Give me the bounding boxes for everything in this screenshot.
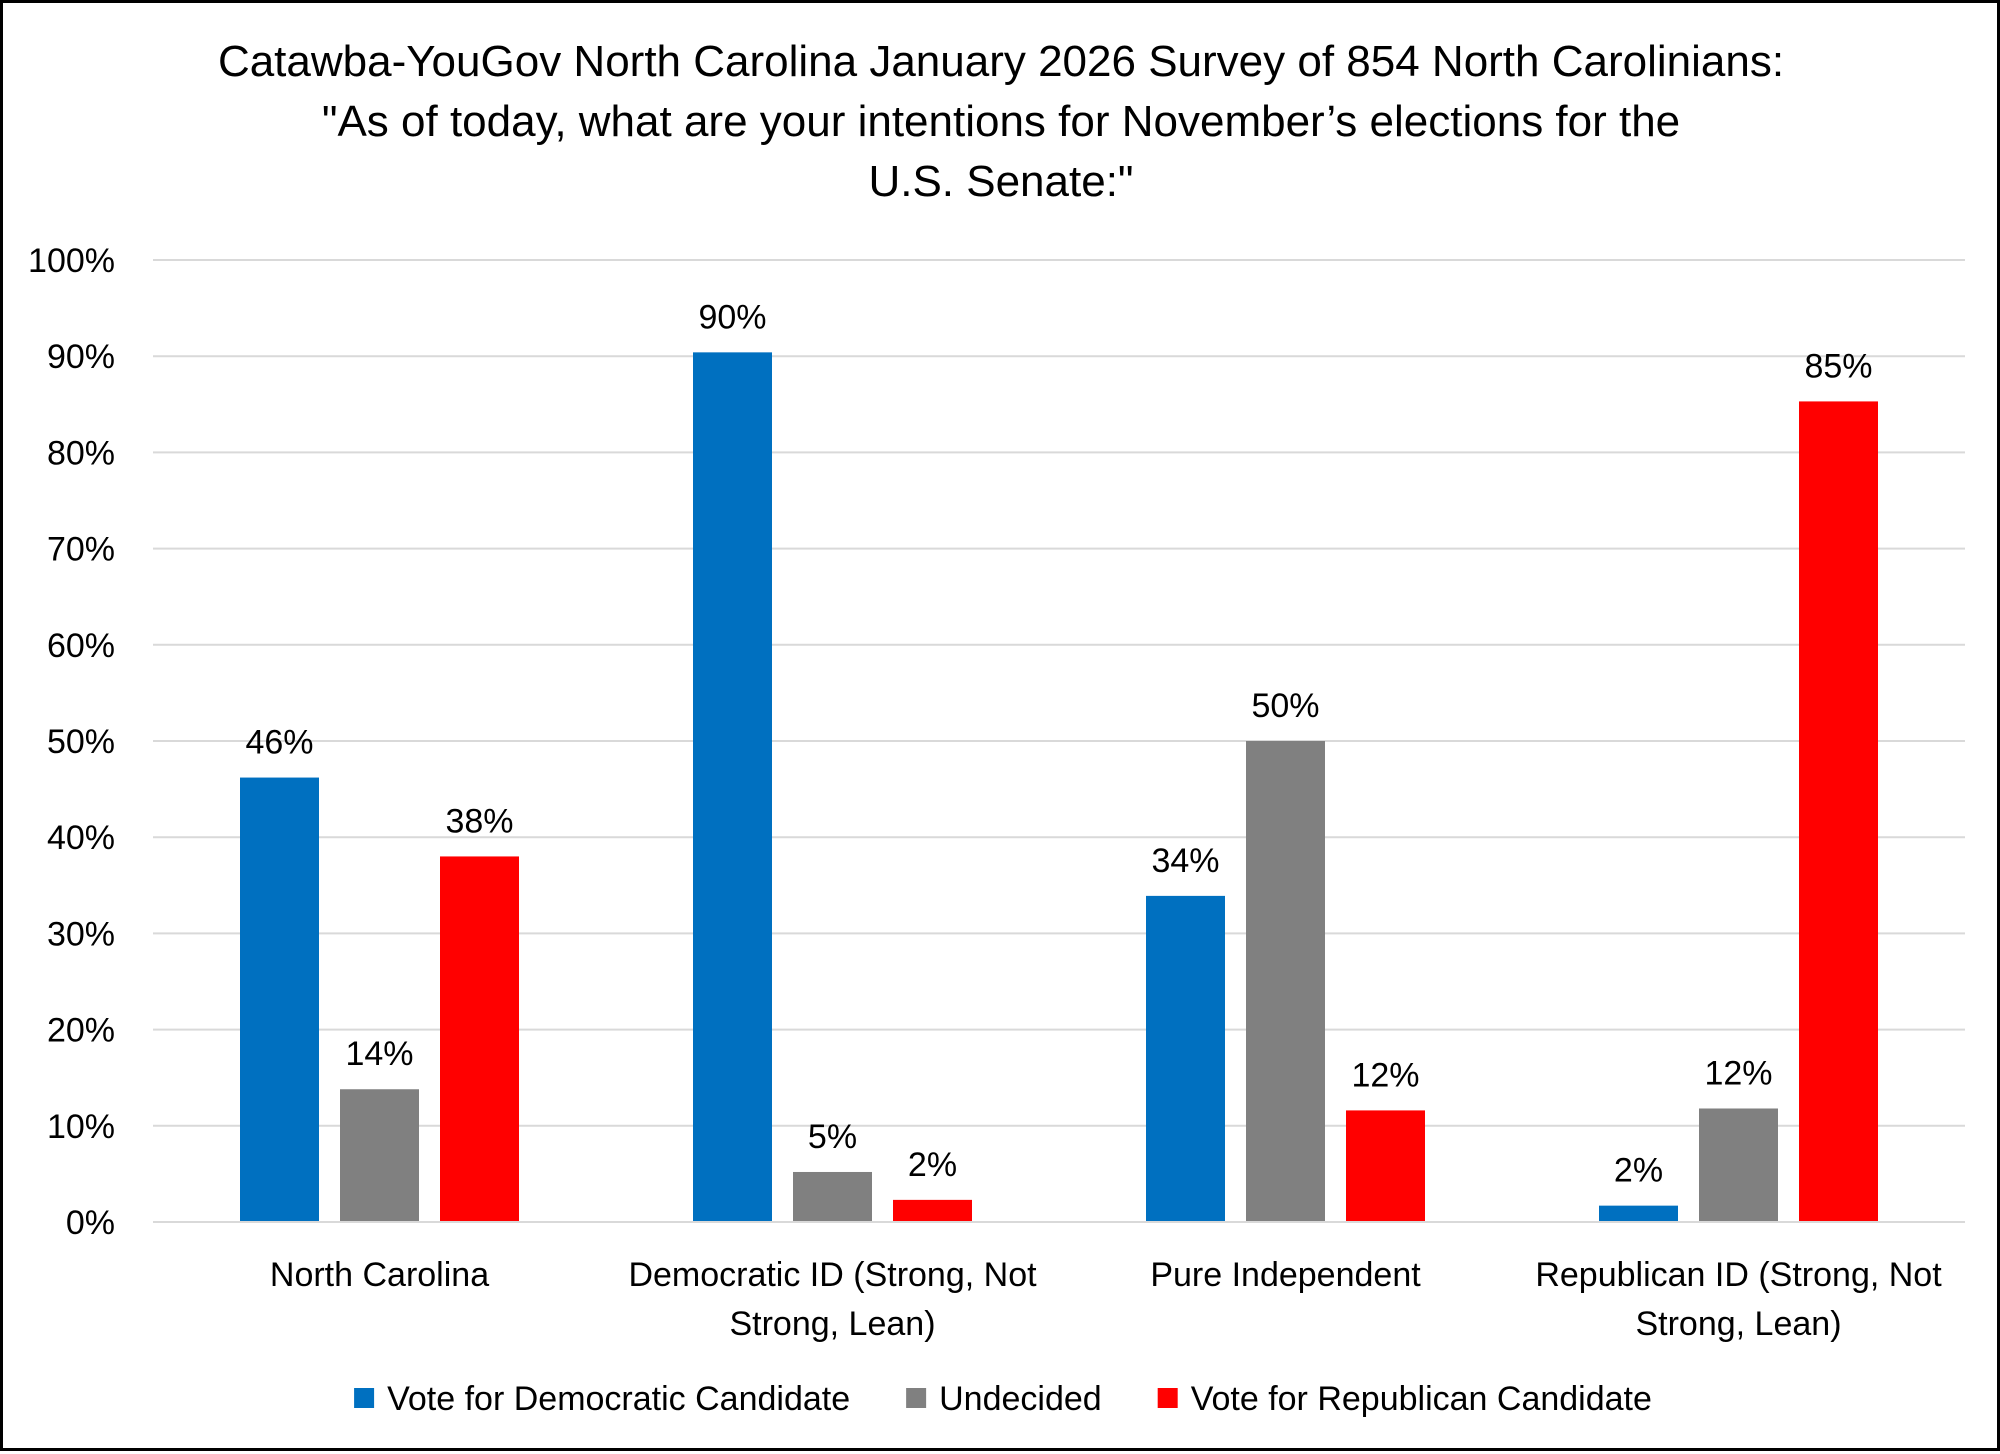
y-axis-ticks: 0% 10% 20% 30% 40% 50% 60% 70% 80% 90% 100% [28,242,115,1242]
chart-title: Catawba-YouGov North Carolina January 20… [218,37,1784,206]
bar-1-1 [240,777,319,1222]
legend-item-1: Vote for Democratic Candidate [354,1380,850,1418]
bar-3-3 [1346,1110,1425,1222]
data-label-3-2: 2% [908,1146,957,1184]
category-label-2: Democratic ID (Strong, Not [628,1256,1037,1294]
data-label-2-1: 14% [345,1035,413,1073]
y-tick-label: 70% [47,531,115,569]
title-line-3: U.S. Senate:" [868,157,1133,206]
bar-1-4 [1599,1205,1678,1222]
legend-swatch-3 [1157,1388,1178,1408]
bar-2-3 [1246,741,1325,1222]
legend-label-1: Vote for Democratic Candidate [387,1380,850,1418]
y-tick-label: 90% [47,338,115,376]
y-tick-label: 0% [66,1204,115,1242]
y-tick-label: 40% [47,819,115,857]
y-tick-label: 30% [47,915,115,953]
data-label-2-2: 5% [808,1118,857,1156]
category-label-2: Strong, Lean) [729,1305,935,1343]
data-label-3-3: 12% [1351,1056,1419,1094]
bar-3-4 [1799,401,1878,1222]
data-labels: 46% 90% 34% 2% 14% 5% 50% 12% 38% 2% 12% 85% [245,298,1872,1189]
legend-swatch-1 [354,1388,375,1408]
data-label-1-4: 2% [1614,1152,1663,1190]
bar-2-1 [340,1089,419,1222]
bar-1-2 [693,352,772,1222]
bars [240,352,1878,1222]
bar-2-2 [793,1171,872,1222]
y-tick-label: 80% [47,434,115,472]
data-label-1-1: 46% [245,724,313,762]
category-labels: North Carolina Democratic ID (Strong, Not… [270,1256,1942,1343]
y-tick-label: 20% [47,1012,115,1050]
legend-swatch-2 [906,1388,927,1408]
bar-2-4 [1699,1108,1778,1222]
y-tick-label: 50% [47,723,115,761]
category-label-4: Republican ID (Strong, Not [1535,1256,1942,1294]
legend-item-3: Vote for Republican Candidate [1157,1380,1652,1418]
category-label-3: Pure Independent [1150,1256,1421,1294]
data-label-3-1: 38% [445,802,513,840]
y-tick-label: 10% [47,1108,115,1146]
y-tick-label: 100% [28,242,115,280]
gridlines [153,259,1965,1127]
legend-label-2: Undecided [939,1380,1102,1418]
legend-label-3: Vote for Republican Candidate [1191,1380,1652,1418]
data-label-2-3: 50% [1251,687,1319,725]
bar-chart: Catawba-YouGov North Carolina January 20… [28,37,1965,1418]
bar-3-2 [893,1199,972,1222]
title-line-1: Catawba-YouGov North Carolina January 20… [218,37,1784,86]
legend-item-2: Undecided [906,1380,1102,1418]
data-label-3-4: 85% [1804,347,1872,385]
bar-3-1 [440,856,519,1222]
data-label-1-2: 90% [698,298,766,336]
title-line-2: "As of today, what are your intentions f… [322,97,1680,146]
legend: Vote for Democratic Candidate Undecided Vo… [354,1380,1652,1418]
data-label-2-4: 12% [1704,1054,1772,1092]
data-label-1-3: 34% [1151,842,1219,880]
category-label-1: North Carolina [270,1256,489,1294]
category-label-4: Strong, Lean) [1635,1305,1841,1343]
bar-1-3 [1146,895,1225,1222]
y-tick-label: 60% [47,627,115,665]
